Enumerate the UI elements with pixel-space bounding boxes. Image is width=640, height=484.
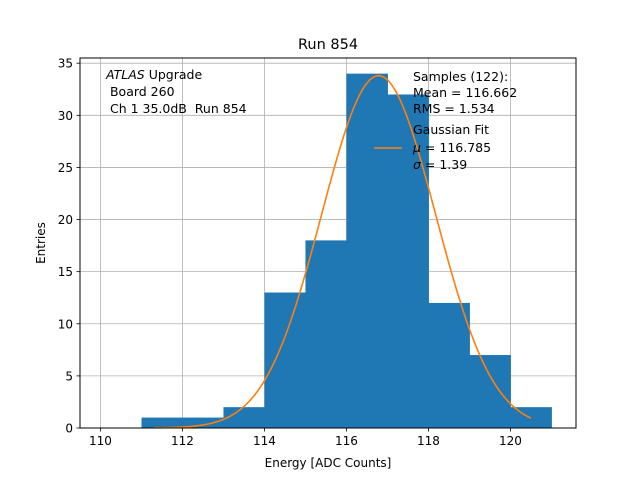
- y-tick-label: 30: [58, 109, 73, 123]
- atlas-label: ATLAS: [105, 67, 145, 82]
- legend-rms: RMS = 1.534: [413, 101, 495, 116]
- gaussian-fit-curve: [153, 74, 532, 429]
- channel-run-label: Ch 1 35.0dB Run 854: [106, 101, 247, 116]
- y-tick-label: 35: [58, 57, 73, 71]
- legend: Samples (122): Mean = 116.662 RMS = 1.53…: [374, 69, 517, 172]
- x-tick-label: 112: [171, 434, 194, 448]
- y-axis-label: Entries: [34, 222, 48, 264]
- plot-frame: [79, 57, 577, 429]
- histogram-bar: [182, 417, 224, 428]
- y-tick-label: 10: [58, 317, 73, 331]
- x-tick-label: 116: [335, 434, 358, 448]
- histogram-bar: [346, 73, 388, 429]
- histogram-bar: [141, 417, 183, 428]
- svg-text:σ = 1.39: σ = 1.39: [413, 157, 467, 172]
- chart-title: Run 854: [298, 37, 358, 53]
- upgrade-label: Upgrade: [145, 67, 203, 82]
- legend-fit-label: Gaussian Fit: [413, 122, 489, 137]
- ticks-layer: 110 112 114 116 118 120 0 5 10 15 20 25 30 35: [58, 57, 522, 448]
- histogram-bar: [223, 407, 265, 428]
- x-tick-label: 114: [253, 434, 276, 448]
- legend-mean: Mean = 116.662: [413, 85, 517, 100]
- legend-mu-value: = 116.785: [421, 140, 491, 155]
- x-axis-label: Energy [ADC Counts]: [265, 456, 392, 470]
- board-label: Board 260: [106, 84, 175, 99]
- legend-samples: Samples (122):: [413, 69, 508, 84]
- fit-layer: [153, 74, 532, 429]
- atlas-annotation: ATLAS Upgrade Board 260 Ch 1 35.0dB Run …: [105, 67, 247, 116]
- y-tick-label: 20: [58, 213, 73, 227]
- bars-layer: [141, 73, 552, 429]
- x-tick-label: 118: [417, 434, 440, 448]
- x-tick-label: 110: [89, 434, 112, 448]
- x-tick-label: 120: [499, 434, 522, 448]
- svg-text:μ = 116.785: μ = 116.785: [412, 140, 491, 155]
- histogram-bar: [387, 94, 429, 428]
- y-tick-label: 15: [58, 265, 73, 279]
- y-tick-label: 0: [65, 422, 73, 436]
- y-tick-label: 5: [65, 369, 73, 383]
- histogram-bar: [305, 240, 347, 428]
- y-tick-label: 25: [58, 161, 73, 175]
- histogram-bar: [264, 292, 306, 428]
- histogram-bar: [428, 302, 470, 428]
- legend-sigma-symbol: σ: [413, 157, 422, 172]
- histogram-bar: [469, 355, 511, 428]
- legend-sigma-value: = 1.39: [421, 157, 467, 172]
- legend-mu-symbol: μ: [412, 140, 421, 155]
- svg-text:ATLAS Upgrade: ATLAS Upgrade: [105, 67, 202, 82]
